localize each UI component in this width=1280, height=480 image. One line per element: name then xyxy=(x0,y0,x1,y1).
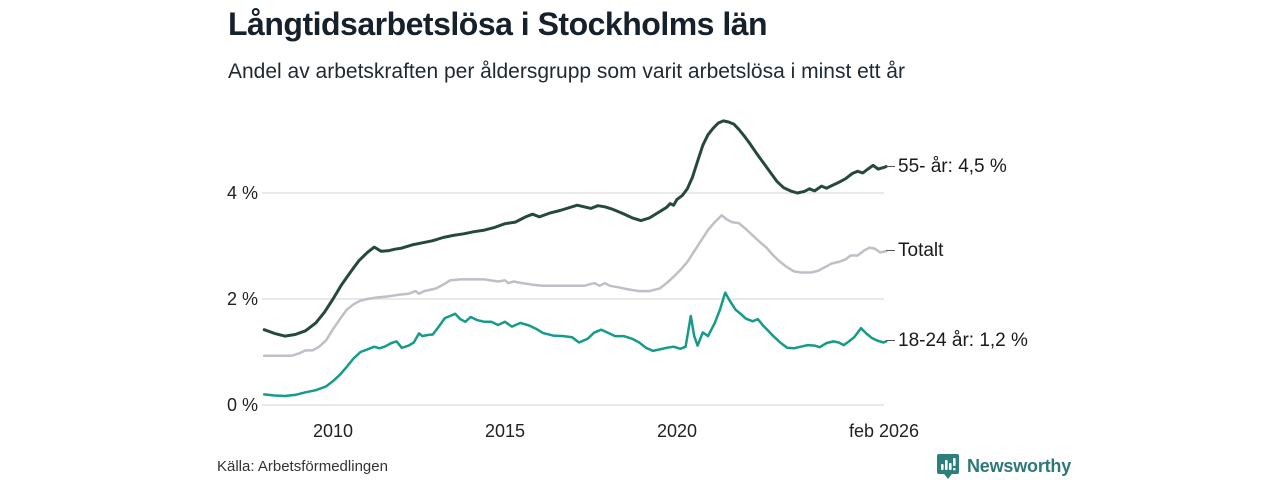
series-label-connector xyxy=(886,165,895,167)
series-end-label-55-år: 55- år: 4,5 % xyxy=(898,155,1007,177)
chart-title: Långtidsarbetslösa i Stockholms län xyxy=(228,6,768,42)
newsworthy-logo: Newsworthy xyxy=(937,454,1071,479)
series-line-18-24år xyxy=(262,291,888,398)
x-tick-label: 2015 xyxy=(484,421,526,441)
series-end-label-18-24år: 18-24 år: 1,2 % xyxy=(898,330,1028,352)
y-tick-label: 0 % xyxy=(226,395,258,415)
x-tick-label: 2020 xyxy=(656,421,698,441)
series-line-55-år xyxy=(262,119,888,338)
series-label-connector xyxy=(886,250,895,252)
newsworthy-logo-text: Newsworthy xyxy=(967,456,1072,476)
x-tick-label: feb 2026 xyxy=(848,421,920,441)
series-line-Totalt xyxy=(262,214,888,357)
series-end-label-Totalt: Totalt xyxy=(898,240,944,262)
source-note: Källa: Arbetsförmedlingen xyxy=(217,458,388,475)
series-label-connector xyxy=(886,340,895,342)
y-tick-label: 4 % xyxy=(226,183,258,203)
bar-chart-pin-icon xyxy=(937,454,959,479)
y-tick-label: 2 % xyxy=(226,289,258,309)
x-tick-label: 2010 xyxy=(312,421,354,441)
chart-subtitle: Andel av arbetskraften per åldersgrupp s… xyxy=(228,60,905,83)
